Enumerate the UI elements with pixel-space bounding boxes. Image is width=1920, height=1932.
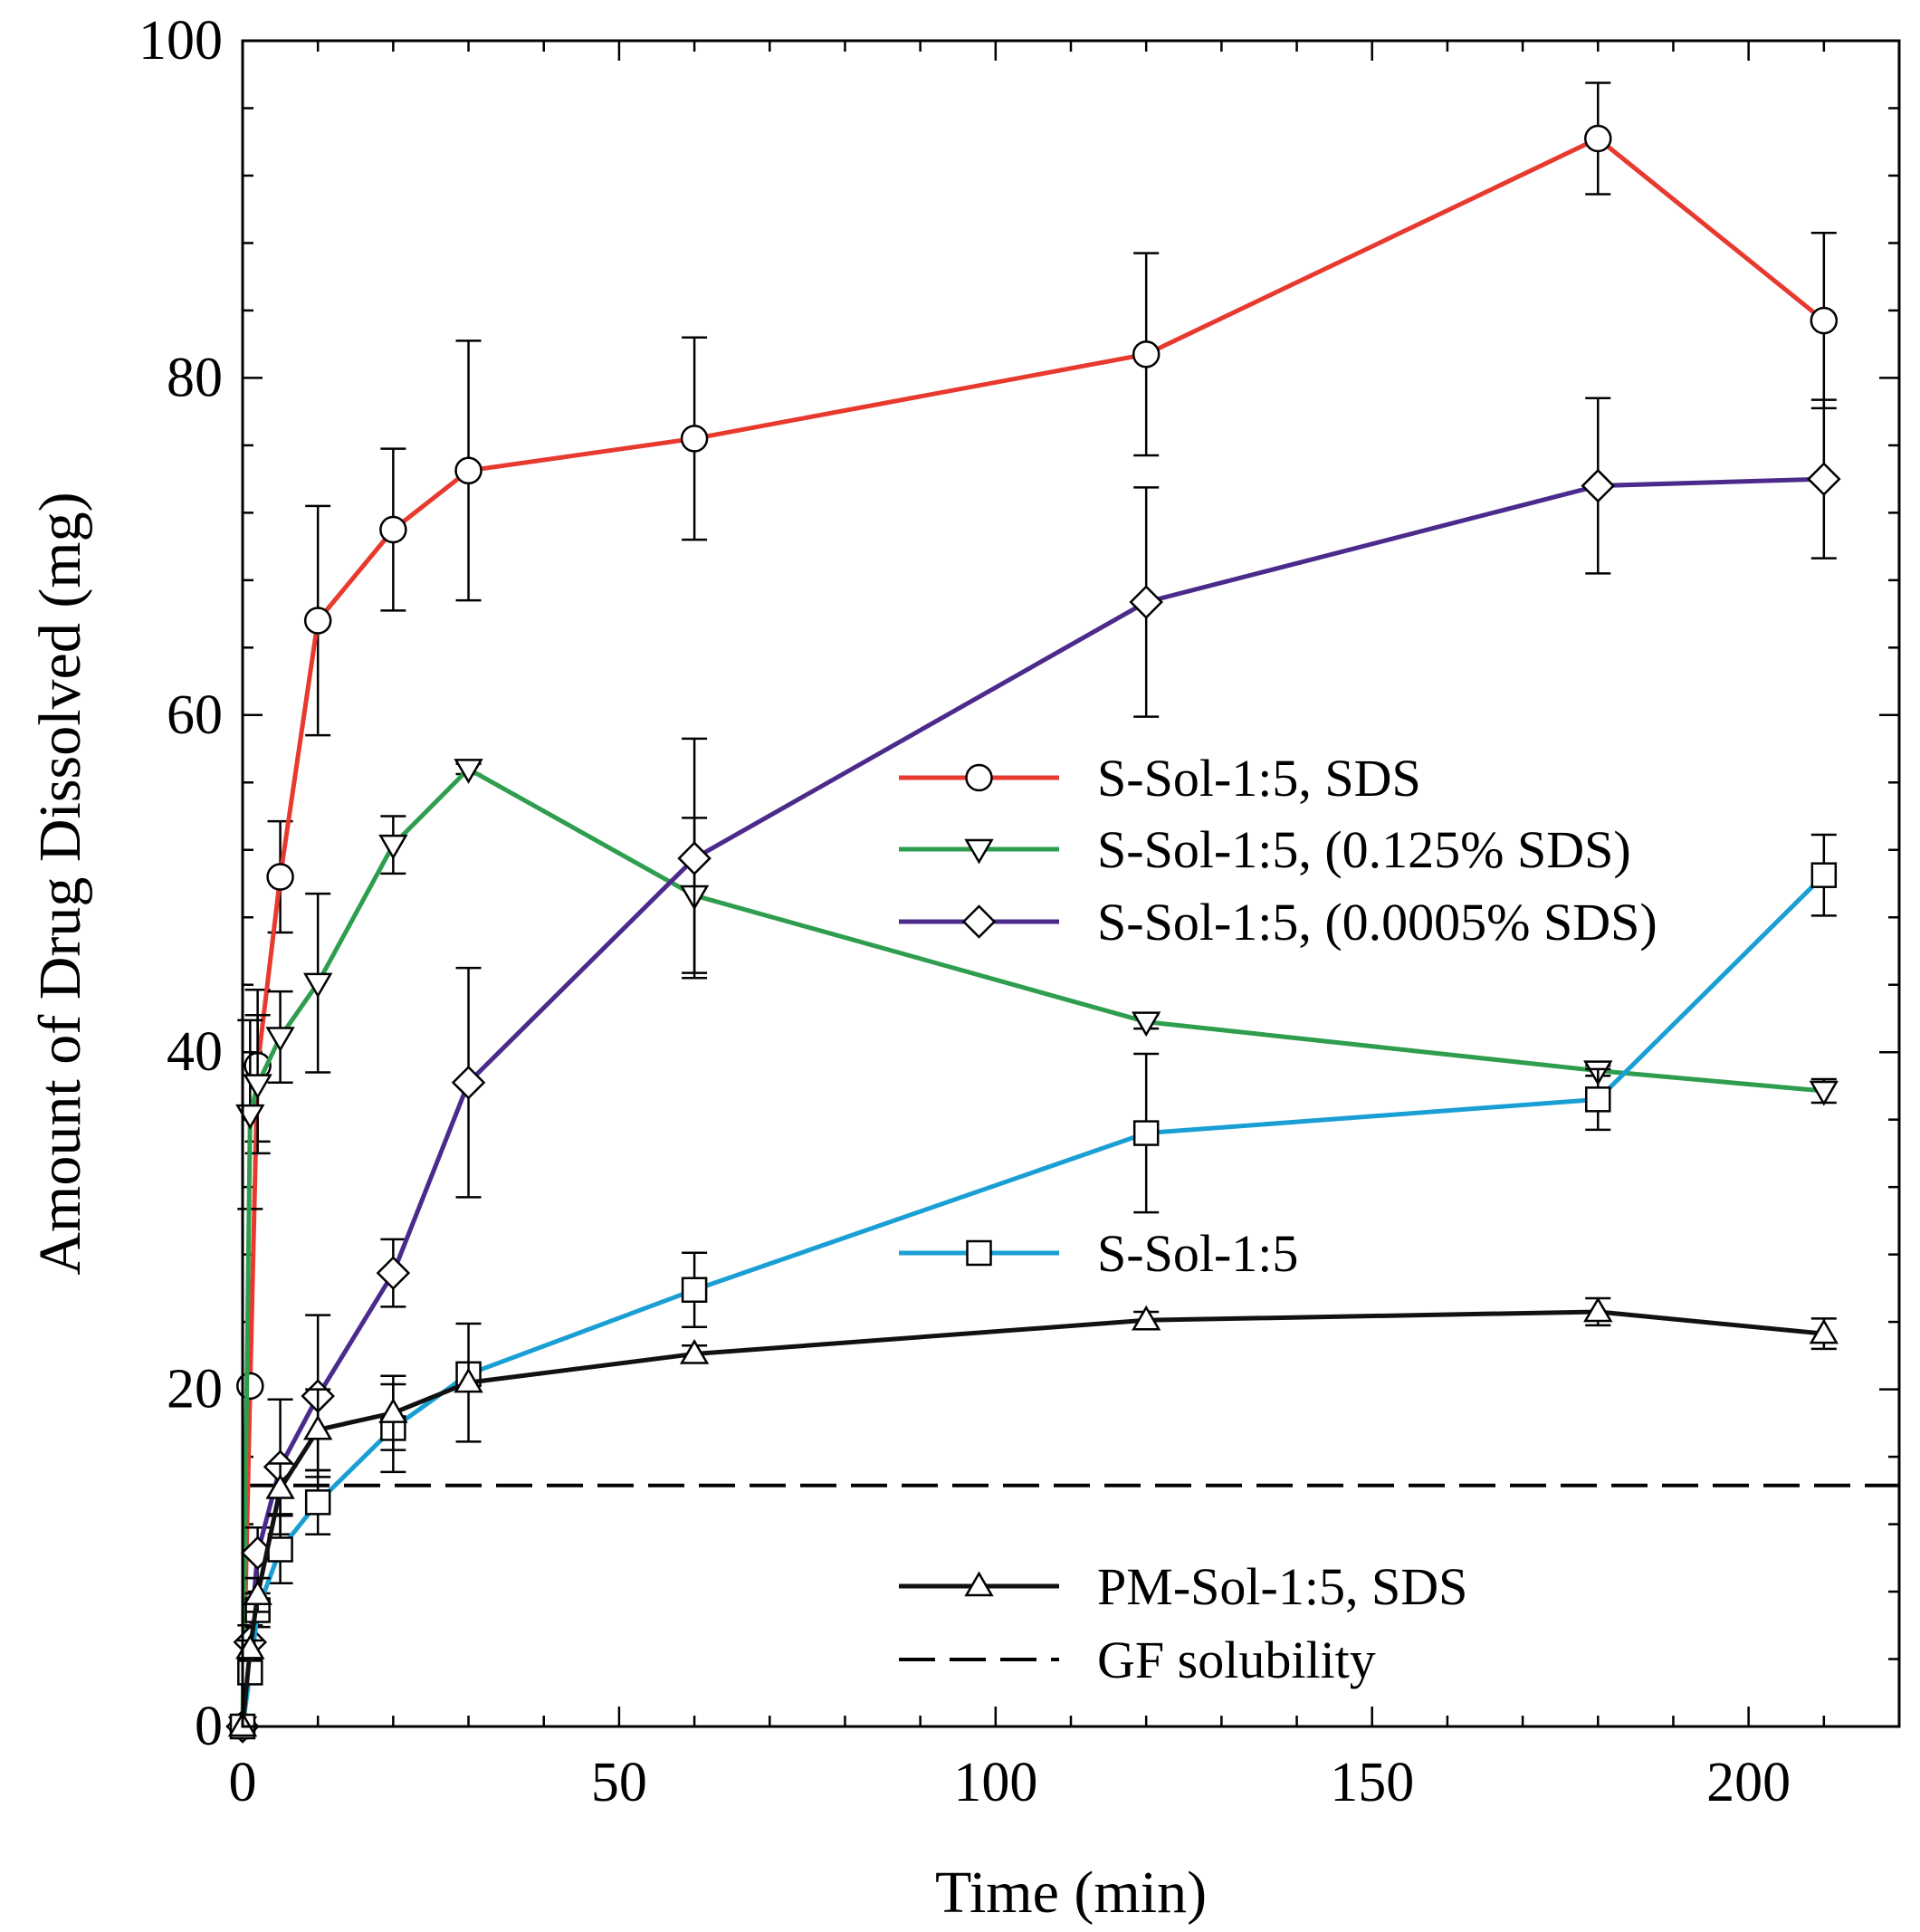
legend-marker <box>961 904 997 939</box>
data-point <box>378 1398 408 1423</box>
legend-marker <box>966 1239 992 1267</box>
series-5 <box>227 1296 1839 1737</box>
data-point <box>1810 306 1839 335</box>
legend-label: S-Sol-1:5, (0.0005% SDS) <box>1097 893 1657 952</box>
data-point <box>303 972 333 999</box>
y-tick-label: 40 <box>167 1021 223 1083</box>
legend-marker <box>964 1571 994 1597</box>
plot-area-frame <box>241 39 1901 1728</box>
legend-label: PM-Sol-1:5, SDS <box>1097 1557 1467 1616</box>
x-axis-title: Time (min) <box>935 1860 1207 1926</box>
data-point <box>1584 124 1612 153</box>
series-1 <box>228 81 1839 1741</box>
data-point <box>1583 1296 1613 1323</box>
x-tick-label: 100 <box>953 1752 1037 1813</box>
legend-entry: S-Sol-1:5, SDS <box>899 749 1421 808</box>
data-point <box>265 1473 295 1499</box>
legend-entry: S-Sol-1:5, (0.125% SDS) <box>899 820 1631 879</box>
legend: S-Sol-1:5, SDS S-Sol-1:5, (0.125% SDS) S-S… <box>899 749 1657 1689</box>
y-tick-label: 100 <box>139 10 223 72</box>
data-point <box>1132 1011 1161 1038</box>
data-point <box>243 1580 272 1606</box>
data-point <box>454 759 483 784</box>
data-point <box>266 863 294 891</box>
legend-label: S-Sol-1:5, SDS <box>1097 749 1421 808</box>
data-point <box>1585 1086 1611 1113</box>
x-tick-label: 200 <box>1706 1752 1791 1813</box>
data-point <box>680 425 709 453</box>
data-point <box>303 1414 333 1440</box>
legend-marker <box>965 763 993 792</box>
data-point <box>303 607 332 635</box>
data-point <box>379 515 407 544</box>
tick-labels: 0 50 100 150 200 0 20 40 60 80 100 <box>139 10 1791 1813</box>
data-point <box>677 841 712 875</box>
data-point <box>265 1027 295 1052</box>
data-point <box>1132 1120 1160 1146</box>
data-point <box>1132 340 1161 368</box>
y-tick-label: 60 <box>167 684 223 746</box>
x-tick-label: 150 <box>1330 1752 1414 1813</box>
legend-entry: GF solubility <box>899 1631 1376 1689</box>
legend-entry: S-Sol-1:5, (0.0005% SDS) <box>899 893 1657 952</box>
data-point <box>243 1074 272 1100</box>
data-point <box>1809 1080 1839 1106</box>
series-2 <box>227 759 1839 1742</box>
y-axis-title: Amount of Drug Dissolved (mg) <box>27 492 93 1275</box>
series-layer <box>225 81 1841 1744</box>
data-point <box>454 456 482 485</box>
data-point <box>1809 1318 1839 1344</box>
legend-label: S-Sol-1:5 <box>1097 1224 1298 1283</box>
data-point <box>378 834 408 860</box>
y-tick-label: 20 <box>167 1359 223 1420</box>
data-point <box>681 1277 708 1303</box>
data-point <box>679 1339 710 1364</box>
data-point <box>1807 462 1841 496</box>
legend-marker <box>964 838 994 865</box>
legend-entry: S-Sol-1:5 <box>899 1224 1298 1283</box>
x-tick-label: 0 <box>229 1752 257 1813</box>
data-point <box>1129 585 1163 619</box>
x-tick-label: 50 <box>591 1752 647 1813</box>
data-point <box>451 1065 486 1100</box>
data-point <box>1132 1305 1161 1331</box>
data-point <box>454 1367 483 1393</box>
y-tick-label: 0 <box>195 1696 223 1757</box>
data-point <box>376 1256 411 1290</box>
axis-ticks <box>241 39 1901 1728</box>
y-tick-label: 80 <box>167 347 223 408</box>
legend-label: S-Sol-1:5, (0.125% SDS) <box>1097 820 1631 879</box>
legend-entry: PM-Sol-1:5, SDS <box>899 1557 1467 1616</box>
data-point <box>304 1489 331 1516</box>
legend-label: GF solubility <box>1097 1631 1376 1689</box>
data-point <box>1581 468 1616 503</box>
data-point <box>267 1536 293 1563</box>
data-point <box>1810 862 1838 888</box>
